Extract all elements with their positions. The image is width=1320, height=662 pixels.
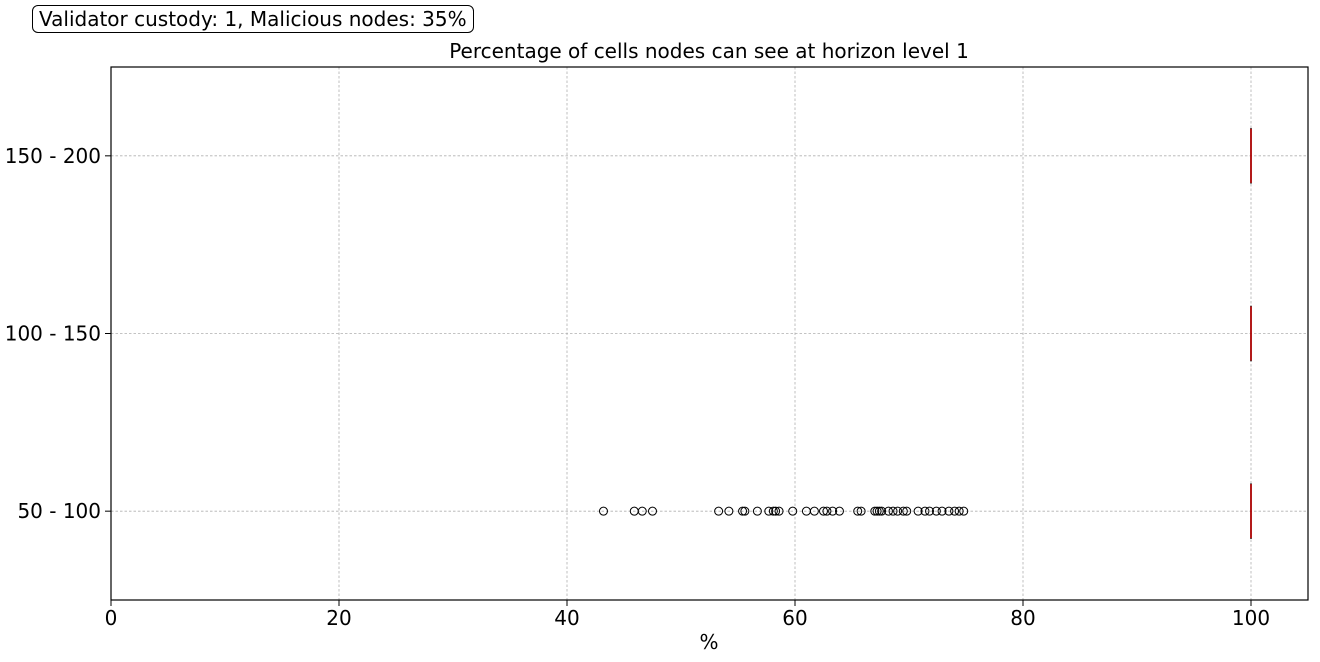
outlier-point — [959, 506, 969, 516]
outlier-point — [888, 506, 898, 516]
box-plot-marks — [598, 128, 1252, 539]
outlier-point — [877, 506, 887, 516]
x-tick-label: 80 — [1010, 606, 1035, 630]
outlier-point — [724, 506, 734, 516]
outlier-point — [598, 506, 608, 516]
outlier-point — [856, 506, 866, 516]
outlier-point — [925, 506, 935, 516]
outlier-point — [768, 506, 778, 516]
outlier-point — [822, 506, 832, 516]
outlier-point — [834, 506, 844, 516]
y-tick-label: 150 - 200 — [5, 144, 101, 168]
outlier-point — [648, 506, 657, 516]
outlier-point — [931, 506, 941, 516]
x-tick-label: 60 — [782, 606, 807, 630]
outlier-point — [874, 506, 884, 516]
outlier-point — [637, 506, 647, 516]
grid-lines — [110, 67, 1308, 600]
outlier-point — [898, 506, 908, 516]
outlier-point — [902, 506, 912, 516]
x-tick-label: 40 — [554, 606, 579, 630]
outlier-point — [828, 506, 838, 516]
outlier-point — [714, 506, 724, 516]
outlier-point — [788, 506, 798, 516]
outlier-point — [944, 506, 954, 516]
outlier-point — [870, 506, 880, 516]
outlier-point — [774, 506, 784, 516]
x-tick-label: 0 — [105, 606, 118, 630]
y-tick-label: 50 - 100 — [17, 499, 101, 523]
outlier-point — [872, 506, 882, 516]
x-axis-label: % — [699, 630, 718, 654]
outlier-point — [740, 506, 750, 516]
box-50-100 — [598, 483, 1252, 539]
outlier-point — [752, 506, 762, 516]
outlier-point — [950, 506, 960, 516]
y-tick-label: 100 - 150 — [5, 322, 101, 346]
outlier-point — [954, 506, 964, 516]
outlier-point — [853, 506, 863, 516]
outlier-point — [809, 506, 819, 516]
outlier-point — [913, 506, 923, 516]
annotation-box: Validator custody: 1, Malicious nodes: 3… — [32, 5, 474, 33]
outlier-point — [738, 506, 748, 516]
chart-title: Percentage of cells nodes can see at hor… — [449, 39, 969, 63]
outlier-point — [920, 506, 930, 516]
outlier-point — [893, 506, 903, 516]
outlier-point — [883, 506, 893, 516]
axes: 0 20 40 60 80 100 50 - 100 100 - 150 150 - 200 — [5, 144, 1270, 630]
outlier-point — [937, 506, 947, 516]
outlier-point — [771, 506, 781, 516]
x-tick-label: 100 — [1232, 606, 1270, 630]
x-tick-label: 20 — [326, 606, 351, 630]
outlier-point — [819, 506, 828, 516]
outlier-point — [764, 506, 774, 516]
